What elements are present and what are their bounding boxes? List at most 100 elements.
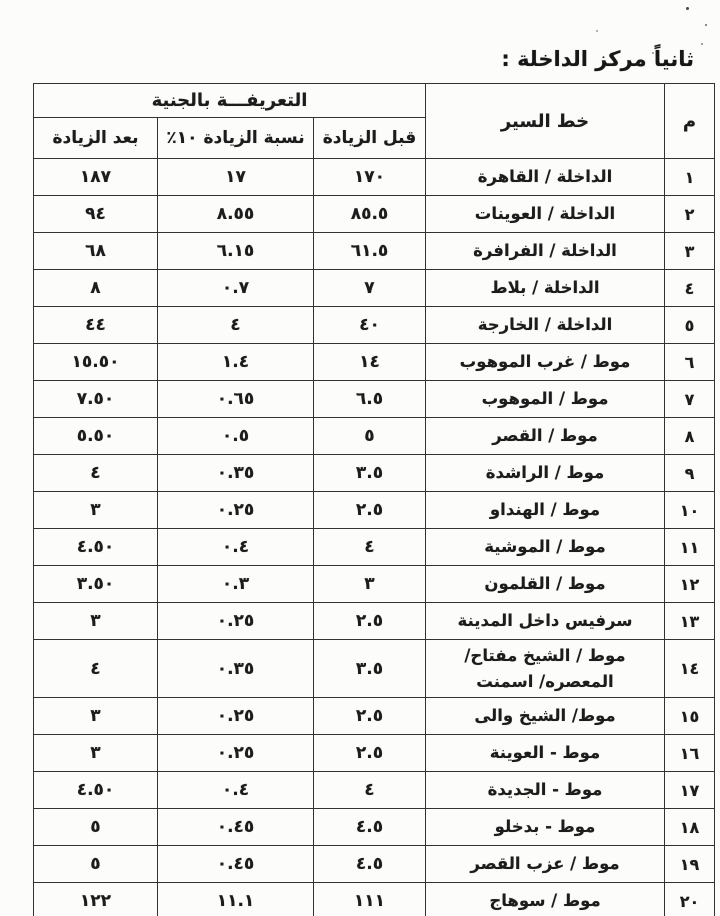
table-row: ٣ الداخلة / الفرافرة ٦١.٥ ٦.١٥ ٦٨ (33, 232, 715, 270)
before-increase-cell: ١٧٠ (313, 158, 426, 196)
increase-rate-cell: ٠.٢٥ (157, 491, 314, 529)
route-cell: موط - بدخلو (425, 808, 665, 846)
route-cell: الداخلة / العوينات (425, 195, 665, 233)
route-cell: الداخلة / الخارجة (425, 306, 665, 344)
table-row: ١٩ موط / عزب القصر ٤.٥ ٠.٤٥ ٥ (33, 845, 715, 883)
after-increase-cell: ٥ (33, 845, 158, 883)
route-cell: موط / القصر (425, 417, 665, 455)
tariff-table: م خط السير التعريفـــة بالجنية قبل الزيا… (33, 83, 715, 916)
scan-speck (652, 52, 654, 54)
table-row: ١٥ موط/ الشيخ والى ٢.٥ ٠.٢٥ ٣ (33, 697, 715, 735)
row-number-cell: ١٤ (664, 639, 715, 698)
row-number-cell: ١ (664, 158, 715, 196)
table-header: م خط السير التعريفـــة بالجنية قبل الزيا… (33, 83, 715, 159)
table-row: ١ الداخلة / القاهرة ١٧٠ ١٧ ١٨٧ (33, 158, 715, 196)
route-cell: الداخلة / القاهرة (425, 158, 665, 196)
scan-speck (701, 43, 703, 45)
increase-rate-cell: ٠.٤٥ (157, 845, 314, 883)
after-increase-cell: ٣ (33, 697, 158, 735)
after-increase-cell: ٤ (33, 454, 158, 492)
table-row: ١٠ موط / الهنداو ٢.٥ ٠.٢٥ ٣ (33, 491, 715, 529)
increase-rate-cell: ٠.٦٥ (157, 380, 314, 418)
row-number-cell: ٥ (664, 306, 715, 344)
table-row: ٩ موط / الراشدة ٣.٥ ٠.٣٥ ٤ (33, 454, 715, 492)
table-row: ١٣ سرفيس داخل المدينة ٢.٥ ٠.٢٥ ٣ (33, 602, 715, 640)
after-increase-cell: ٩٤ (33, 195, 158, 233)
before-increase-cell: ٣ (313, 565, 426, 603)
table-row: ١٦ موط - العوينة ٢.٥ ٠.٢٥ ٣ (33, 734, 715, 772)
route-cell: موط/ الشيخ والى (425, 697, 665, 735)
increase-rate-cell: ٠.٤٥ (157, 808, 314, 846)
before-increase-cell: ٢.٥ (313, 734, 426, 772)
row-number-cell: ١٣ (664, 602, 715, 640)
before-increase-cell: ٨٥.٥ (313, 195, 426, 233)
after-increase-cell: ١٥.٥٠ (33, 343, 158, 381)
scan-speck (596, 30, 598, 32)
row-number-cell: ٨ (664, 417, 715, 455)
column-header-increase-rate: نسبة الزيادة ١٠٪ (157, 117, 314, 159)
column-header-number: م (664, 83, 715, 159)
route-cell: موط / سوهاج (425, 882, 665, 916)
before-increase-cell: ٢.٥ (313, 491, 426, 529)
route-cell: موط / الهنداو (425, 491, 665, 529)
row-number-cell: ٢٠ (664, 882, 715, 916)
table-row: ٢٠ موط / سوهاج ١١١ ١١.١ ١٢٢ (33, 882, 715, 916)
after-increase-cell: ١٨٧ (33, 158, 158, 196)
before-increase-cell: ٤ (313, 771, 426, 809)
before-increase-cell: ٤٠ (313, 306, 426, 344)
table-row: ٨ موط / القصر ٥ ٠.٥ ٥.٥٠ (33, 417, 715, 455)
increase-rate-cell: ٨.٥٥ (157, 195, 314, 233)
row-number-cell: ١٢ (664, 565, 715, 603)
table-body: ١ الداخلة / القاهرة ١٧٠ ١٧ ١٨٧ ٢ الداخلة… (33, 158, 715, 916)
increase-rate-cell: ٠.٥ (157, 417, 314, 455)
route-cell: موط / الموشية (425, 528, 665, 566)
column-header-tariff-group: التعريفـــة بالجنية (33, 83, 426, 118)
row-number-cell: ٦ (664, 343, 715, 381)
increase-rate-cell: ٠.٤ (157, 528, 314, 566)
route-cell: موط / الموهوب (425, 380, 665, 418)
route-cell: موط / الشيخ مفتاح/ المعصره/ اسمنت (425, 639, 665, 698)
increase-rate-cell: ٠.٢٥ (157, 697, 314, 735)
after-increase-cell: ٧.٥٠ (33, 380, 158, 418)
table-row: ١٧ موط - الجديدة ٤ ٠.٤ ٤.٥٠ (33, 771, 715, 809)
route-cell: الداخلة / الفرافرة (425, 232, 665, 270)
increase-rate-cell: ٠.٣٥ (157, 639, 314, 698)
column-header-route: خط السير (425, 83, 665, 159)
scan-speck (686, 7, 689, 10)
before-increase-cell: ٦.٥ (313, 380, 426, 418)
before-increase-cell: ٣.٥ (313, 454, 426, 492)
after-increase-cell: ٤.٥٠ (33, 771, 158, 809)
before-increase-cell: ٥ (313, 417, 426, 455)
route-cell: موط / غرب الموهوب (425, 343, 665, 381)
increase-rate-cell: ١٧ (157, 158, 314, 196)
header-row-1: م خط السير التعريفـــة بالجنية (33, 83, 715, 159)
before-increase-cell: ١١١ (313, 882, 426, 916)
increase-rate-cell: ٤ (157, 306, 314, 344)
after-increase-cell: ٥.٥٠ (33, 417, 158, 455)
row-number-cell: ١٩ (664, 845, 715, 883)
increase-rate-cell: ٠.٤ (157, 771, 314, 809)
route-cell: موط - الجديدة (425, 771, 665, 809)
before-increase-cell: ٢.٥ (313, 602, 426, 640)
table-row: ٢ الداخلة / العوينات ٨٥.٥ ٨.٥٥ ٩٤ (33, 195, 715, 233)
column-header-after-increase: بعد الزيادة (33, 117, 158, 159)
route-cell: الداخلة / بلاط (425, 269, 665, 307)
before-increase-cell: ٤.٥ (313, 808, 426, 846)
increase-rate-cell: ٠.٢٥ (157, 602, 314, 640)
before-increase-cell: ٧ (313, 269, 426, 307)
row-number-cell: ٤ (664, 269, 715, 307)
row-number-cell: ١٨ (664, 808, 715, 846)
increase-rate-cell: ٠.٣٥ (157, 454, 314, 492)
row-number-cell: ٧ (664, 380, 715, 418)
scan-speck (705, 24, 707, 26)
increase-rate-cell: ٦.١٥ (157, 232, 314, 270)
after-increase-cell: ٨ (33, 269, 158, 307)
table-row: ١٨ موط - بدخلو ٤.٥ ٠.٤٥ ٥ (33, 808, 715, 846)
row-number-cell: ٢ (664, 195, 715, 233)
row-number-cell: ١١ (664, 528, 715, 566)
after-increase-cell: ٣ (33, 734, 158, 772)
after-increase-cell: ٦٨ (33, 232, 158, 270)
route-cell: موط / عزب القصر (425, 845, 665, 883)
after-increase-cell: ٤.٥٠ (33, 528, 158, 566)
